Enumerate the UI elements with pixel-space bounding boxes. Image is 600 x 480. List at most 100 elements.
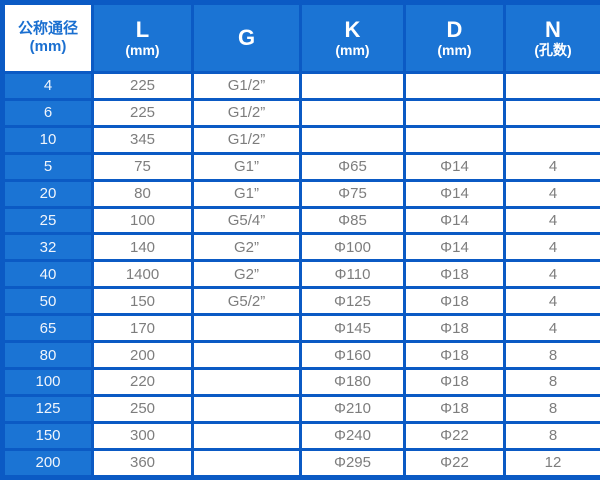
data-cell: 220 <box>91 366 194 397</box>
data-cell: G1/2” <box>191 97 302 128</box>
row-header-cell: 50 <box>1 286 94 317</box>
table-row: 125 250 Φ210 Φ18 8 <box>1 393 600 424</box>
data-cell: G1/2” <box>191 124 302 155</box>
column-header-unit: (mm) <box>29 37 67 55</box>
data-cell: 8 <box>503 366 600 397</box>
data-cell <box>191 366 302 397</box>
row-header-cell: 150 <box>1 420 94 451</box>
data-cell: Φ145 <box>299 313 406 344</box>
column-header-unit: (孔数) <box>534 42 572 59</box>
data-cell: Φ180 <box>299 366 406 397</box>
data-cell: G1/2” <box>191 71 302 101</box>
row-header-cell: 32 <box>1 232 94 263</box>
data-cell: 12 <box>503 447 600 480</box>
data-cell: 8 <box>503 393 600 424</box>
data-cell <box>191 447 302 480</box>
data-cell: 225 <box>91 97 194 128</box>
data-cell: 4 <box>503 205 600 236</box>
data-cell <box>503 71 600 101</box>
data-cell: Φ100 <box>299 232 406 263</box>
table-row: 65 170 Φ145 Φ18 4 <box>1 313 600 344</box>
data-cell: 4 <box>503 178 600 209</box>
data-cell: Φ18 <box>403 340 506 370</box>
data-cell: Φ85 <box>299 205 406 236</box>
row-header-cell: 10 <box>1 124 94 155</box>
data-cell: Φ14 <box>403 205 506 236</box>
data-cell: G2” <box>191 232 302 263</box>
data-cell <box>503 97 600 128</box>
row-header-cell: 65 <box>1 313 94 344</box>
data-cell: Φ75 <box>299 178 406 209</box>
column-header-label: 公称通径 <box>17 20 78 38</box>
data-cell: 4 <box>503 151 600 182</box>
column-header-label: L <box>135 16 150 42</box>
data-cell: Φ110 <box>299 259 406 290</box>
data-cell: 100 <box>91 205 194 236</box>
table-row: 5 75 G1” Φ65 Φ14 4 <box>1 151 600 182</box>
data-cell <box>403 71 506 101</box>
data-cell: 8 <box>503 420 600 451</box>
data-cell <box>299 97 406 128</box>
column-header-D: D (mm) <box>403 1 506 74</box>
table-row: 150 300 Φ240 Φ22 8 <box>1 420 600 451</box>
column-header-unit: (mm) <box>125 42 160 59</box>
data-cell: 80 <box>91 178 194 209</box>
data-cell: G2” <box>191 259 302 290</box>
table-row: 40 1400 G2” Φ110 Φ18 4 <box>1 259 600 290</box>
table-row: 10 345 G1/2” <box>1 124 600 155</box>
data-cell: Φ22 <box>403 420 506 451</box>
data-cell: Φ18 <box>403 286 506 317</box>
table-row: 80 200 Φ160 Φ18 8 <box>1 340 600 370</box>
data-cell: 4 <box>503 286 600 317</box>
data-cell: 300 <box>91 420 194 451</box>
column-header-label: G <box>237 25 256 51</box>
column-header-unit: (mm) <box>437 42 472 59</box>
data-cell: Φ210 <box>299 393 406 424</box>
spec-table-body: 4 225 G1/2” 6 225 G1/2” 10 345 G1/2” 5 75 G1” Φ65 Φ14… <box>1 71 600 480</box>
data-cell: Φ295 <box>299 447 406 480</box>
column-header-G: G <box>191 1 302 74</box>
data-cell <box>299 124 406 155</box>
data-cell: Φ160 <box>299 340 406 370</box>
row-header-cell: 200 <box>1 447 94 480</box>
data-cell: Φ18 <box>403 313 506 344</box>
column-header-label: K <box>344 16 361 42</box>
column-header-公称通径: 公称通径 (mm) <box>1 1 94 74</box>
data-cell: 4 <box>503 259 600 290</box>
table-row: 20 80 G1” Φ75 Φ14 4 <box>1 178 600 209</box>
data-cell: Φ22 <box>403 447 506 480</box>
column-header-N: N (孔数) <box>503 1 600 74</box>
column-header-label: D <box>446 16 463 42</box>
data-cell: Φ14 <box>403 178 506 209</box>
data-cell: 250 <box>91 393 194 424</box>
column-header-L: L (mm) <box>91 1 194 74</box>
table-row: 100 220 Φ180 Φ18 8 <box>1 366 600 397</box>
data-cell: 140 <box>91 232 194 263</box>
data-cell <box>191 393 302 424</box>
row-header-cell: 5 <box>1 151 94 182</box>
data-cell: 150 <box>91 286 194 317</box>
row-header-cell: 125 <box>1 393 94 424</box>
table-row: 200 360 Φ295 Φ22 12 <box>1 447 600 480</box>
table-row: 32 140 G2” Φ100 Φ14 4 <box>1 232 600 263</box>
column-header-K: K (mm) <box>299 1 406 74</box>
data-cell: Φ240 <box>299 420 406 451</box>
data-cell: 1400 <box>91 259 194 290</box>
row-header-cell: 80 <box>1 340 94 370</box>
data-cell <box>191 420 302 451</box>
table-row: 6 225 G1/2” <box>1 97 600 128</box>
data-cell: Φ14 <box>403 151 506 182</box>
data-cell: 225 <box>91 71 194 101</box>
data-cell: Φ65 <box>299 151 406 182</box>
data-cell <box>403 124 506 155</box>
column-header-label: N <box>545 16 561 42</box>
data-cell: 170 <box>91 313 194 344</box>
row-header-cell: 6 <box>1 97 94 128</box>
table-row: 25 100 G5/4” Φ85 Φ14 4 <box>1 205 600 236</box>
data-cell: 4 <box>503 313 600 344</box>
row-header-cell: 100 <box>1 366 94 397</box>
row-header-cell: 40 <box>1 259 94 290</box>
table-row: 4 225 G1/2” <box>1 71 600 101</box>
data-cell: 75 <box>91 151 194 182</box>
